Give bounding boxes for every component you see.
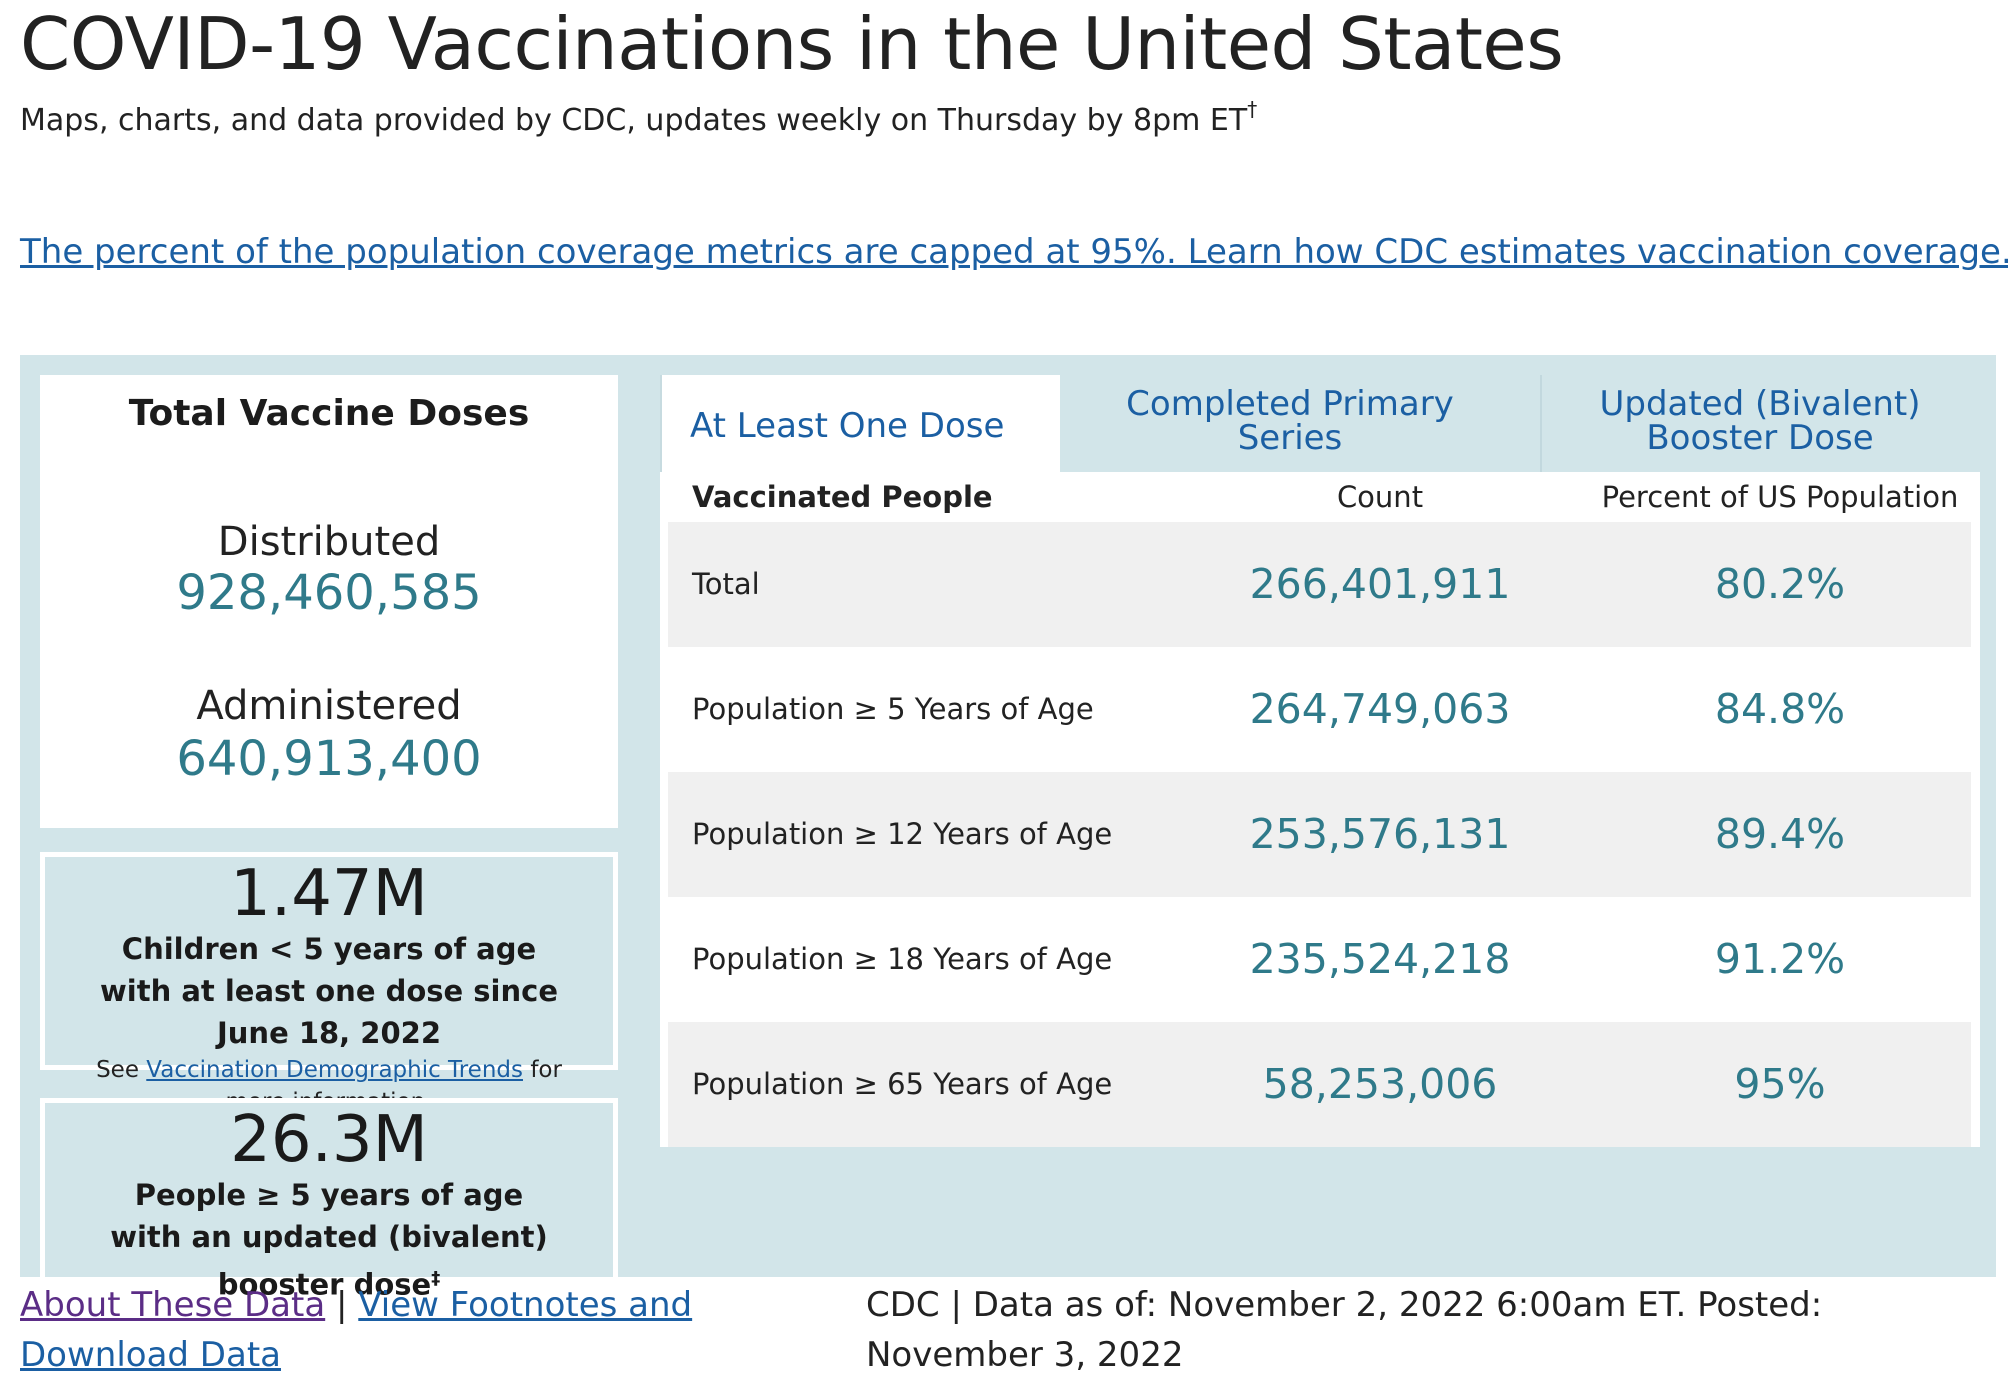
row-label: Population ≥ 18 Years of Age <box>692 942 1113 976</box>
row-count: 264,749,063 <box>1249 685 1511 733</box>
page-subtitle: Maps, charts, and data provided by CDC, … <box>20 97 1257 138</box>
row-percent: 80.2% <box>1714 560 1846 608</box>
data-source-note: CDC | Data as of: November 2, 2022 6:00a… <box>866 1285 1823 1375</box>
tab-bar: At Least One Dose Completed Primary Seri… <box>660 375 1980 472</box>
subtitle-text: Maps, charts, and data provided by CDC, … <box>20 103 1248 138</box>
vaccination-panel: Total Vaccine Doses Distributed 928,460,… <box>20 355 1996 1302</box>
footer-links: About These Data | View Footnotes and Do… <box>20 1280 840 1380</box>
distributed-label: Distributed <box>217 519 441 565</box>
demographic-trends-link[interactable]: Vaccination Demographic Trends <box>146 1057 523 1084</box>
column-header-count: Count <box>1336 480 1424 514</box>
table-row: Population ≥ 5 Years of Age 264,749,063 … <box>668 647 1971 772</box>
administered-label: Administered <box>196 683 462 729</box>
booster-stat-desc: People ≥ 5 years of age with an updated … <box>45 1174 613 1306</box>
view-footnotes-link[interactable]: View Footnotes and Download Data <box>20 1285 693 1375</box>
double-dagger-mark: ‡ <box>431 1268 441 1290</box>
column-header-percent: Percent of US Population <box>1601 480 1959 514</box>
table-row: Population ≥ 12 Years of Age 253,576,131… <box>668 772 1971 897</box>
booster-stat-box: 26.3M People ≥ 5 years of age with an up… <box>40 1098 618 1302</box>
row-label: Population ≥ 12 Years of Age <box>692 817 1113 851</box>
tab-at-least-one-dose[interactable]: At Least One Dose <box>660 375 1060 472</box>
booster-stat-value: 26.3M <box>230 1103 428 1177</box>
tab-divider <box>1540 375 1542 472</box>
row-label: Population ≥ 5 Years of Age <box>692 692 1094 726</box>
distributed-value: 928,460,585 <box>176 565 482 621</box>
tab-completed-primary-series[interactable]: Completed Primary Series <box>1126 384 1454 458</box>
row-percent: 84.8% <box>1714 685 1846 733</box>
row-label: Population ≥ 65 Years of Age <box>692 1067 1113 1101</box>
vaccinated-people-table: At Least One Dose Completed Primary Seri… <box>660 375 1980 1147</box>
total-doses-card: Total Vaccine Doses Distributed 928,460,… <box>40 375 618 828</box>
page-title: COVID-19 Vaccinations in the United Stat… <box>20 2 1564 86</box>
coverage-capped-link[interactable]: The percent of the population coverage m… <box>20 232 2008 272</box>
table-row: Population ≥ 65 Years of Age 58,253,006 … <box>668 1022 1971 1147</box>
total-doses-title: Total Vaccine Doses <box>128 393 530 434</box>
row-count: 266,401,911 <box>1249 560 1511 608</box>
row-percent: 89.4% <box>1714 810 1846 858</box>
administered-value: 640,913,400 <box>176 731 482 787</box>
row-percent: 91.2% <box>1714 935 1846 983</box>
row-count: 58,253,006 <box>1262 1060 1498 1108</box>
dagger-footnote-mark: † <box>1247 97 1258 121</box>
row-percent: 95% <box>1734 1060 1826 1108</box>
table-row: Population ≥ 18 Years of Age 235,524,218… <box>668 897 1971 1022</box>
row-count: 253,576,131 <box>1249 810 1511 858</box>
table-row: Total 266,401,911 80.2% <box>668 522 1971 647</box>
about-these-data-link[interactable]: About These Data <box>20 1285 326 1325</box>
children-stat-value: 1.47M <box>230 857 428 931</box>
row-count: 235,524,218 <box>1249 935 1511 983</box>
row-label: Total <box>692 567 760 601</box>
footer-separator: | <box>336 1285 348 1325</box>
tab-updated-booster-dose[interactable]: Updated (Bivalent) Booster Dose <box>1599 384 1921 458</box>
children-stat-desc: Children < 5 years of age with at least … <box>99 932 558 1051</box>
booster-desc-text: People ≥ 5 years of age with an updated … <box>110 1178 548 1302</box>
column-header-vaccinated-people: Vaccinated People <box>692 480 993 514</box>
children-stat-box: 1.47M Children < 5 years of age with at … <box>40 852 618 1115</box>
note-prefix: See <box>96 1057 139 1084</box>
